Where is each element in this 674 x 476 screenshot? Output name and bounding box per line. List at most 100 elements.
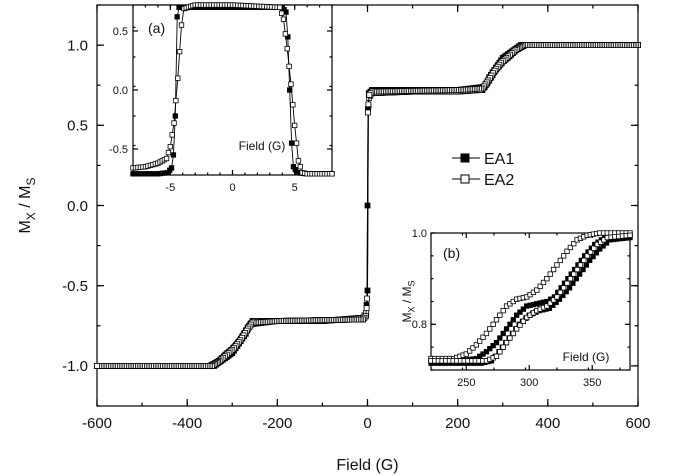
inset-a-point-ea2 bbox=[284, 46, 290, 52]
data-point-ea1 bbox=[364, 287, 371, 294]
x-tick-label: 5 bbox=[292, 182, 298, 194]
inset-b-point-ea1 bbox=[570, 280, 576, 286]
inset-b-point-ea1 bbox=[493, 339, 500, 346]
inset-b-point-ea2 bbox=[493, 317, 500, 323]
inset-a-point-ea1 bbox=[288, 140, 295, 146]
inset-b-point-ea2 bbox=[571, 241, 577, 247]
inset-a-point-ea2 bbox=[292, 122, 298, 129]
inset-b-point-ea2 bbox=[534, 287, 540, 293]
inset-b-point-ea2 bbox=[577, 262, 584, 268]
inset-b-point-ea2 bbox=[466, 348, 473, 354]
inset-a-point-ea2 bbox=[297, 164, 303, 170]
inset-a-point-ea2 bbox=[277, 4, 283, 11]
inset-a-point-ea2 bbox=[295, 158, 302, 164]
inset-b-point-ea2 bbox=[493, 353, 500, 359]
x-tick-label: 400 bbox=[535, 415, 560, 432]
data-point-ea2 bbox=[365, 109, 371, 116]
inset-b-plot: 250 300 350 0.8 1.0 (b) Field (G) MX / MS bbox=[400, 228, 633, 389]
inset-b-point-ea2 bbox=[507, 335, 513, 341]
inset-a-point-ea2 bbox=[175, 75, 181, 81]
inset-a-point-ea2 bbox=[165, 149, 172, 156]
inset-b-point-ea1 bbox=[573, 276, 579, 282]
inset-b-point-ea1 bbox=[583, 262, 589, 268]
inset-b-point-ea1 bbox=[513, 312, 520, 318]
x-tick-label: 350 bbox=[583, 377, 601, 389]
y-tick-label: 1.0 bbox=[67, 37, 88, 54]
y-tick-label: 0.8 bbox=[412, 319, 427, 331]
legend-label-ea2: EA2 bbox=[484, 172, 514, 189]
inset-b-point-ea2 bbox=[517, 322, 523, 328]
y-axis-label-part: X bbox=[407, 307, 417, 313]
inset-b-point-ea2 bbox=[463, 351, 469, 357]
inset-b-point-ea2 bbox=[561, 253, 567, 259]
inset-a-point-ea1 bbox=[283, 9, 289, 15]
data-point-ea2 bbox=[364, 295, 370, 302]
inset-a-point-ea2 bbox=[176, 48, 183, 55]
x-tick-label: -600 bbox=[82, 415, 112, 432]
y-axis-label-part: S bbox=[407, 280, 417, 286]
inset-a-point-ea1 bbox=[174, 14, 180, 20]
y-axis-label-part: M bbox=[17, 220, 34, 233]
inset-b-point-ea2 bbox=[473, 342, 479, 348]
inset-b-point-ea1 bbox=[520, 306, 527, 312]
inset-b-point-ea2 bbox=[510, 330, 516, 337]
inset-a-point-ea2 bbox=[282, 31, 289, 37]
inset-b-point-ea2 bbox=[480, 334, 486, 340]
inset-b-point-ea1 bbox=[483, 349, 490, 355]
inset-a-point-ea2 bbox=[286, 63, 292, 70]
y-axis-label-part: / M bbox=[400, 286, 414, 306]
inset-b-point-ea2 bbox=[537, 283, 543, 289]
inset-b-point-ea1 bbox=[497, 335, 503, 341]
main-plot: -600 -400 -200 0 200 400 600 -1.0 -0.5 0.0 0.5 1.0 F… bbox=[17, 4, 651, 474]
inset-b-point-ea2 bbox=[520, 318, 527, 324]
inset-b-point-ea2 bbox=[591, 245, 597, 251]
legend-marker-ea1 bbox=[460, 153, 470, 163]
inset-b-point-ea2 bbox=[503, 339, 510, 346]
inset-b-point-ea2 bbox=[567, 244, 574, 251]
inset-b-point-ea2 bbox=[490, 321, 496, 327]
inset-b-x-axis-label: Field (G) bbox=[563, 350, 610, 364]
inset-a-x-axis-label: Field (G) bbox=[239, 139, 286, 153]
inset-b-point-ea2 bbox=[500, 344, 506, 350]
inset-b-point-ea2 bbox=[561, 285, 567, 291]
legend-marker-ea2 bbox=[460, 174, 470, 184]
x-tick-label: 200 bbox=[445, 415, 470, 432]
inset-a-point-ea2 bbox=[288, 81, 294, 87]
inset-b-point-ea1 bbox=[490, 342, 496, 349]
data-point-ea2 bbox=[94, 362, 100, 369]
inset-a-panel-label: (a) bbox=[148, 20, 165, 36]
inset-b-point-ea1 bbox=[487, 346, 493, 352]
inset-b-point-ea2 bbox=[500, 307, 506, 314]
inset-a-point-ea2 bbox=[167, 144, 173, 150]
x-tick-label: -400 bbox=[172, 415, 202, 432]
inset-b-point-ea2 bbox=[544, 276, 550, 282]
inset-b-point-ea2 bbox=[513, 326, 520, 332]
inset-b-point-ea1 bbox=[566, 285, 573, 291]
inset-a-point-ea2 bbox=[280, 16, 287, 22]
inset-b-point-ea2 bbox=[587, 249, 594, 255]
inset-b-point-ea1 bbox=[580, 266, 586, 273]
inset-b-point-ea2 bbox=[547, 300, 553, 306]
y-tick-label: -0.5 bbox=[62, 278, 88, 295]
y-tick-label: 0.5 bbox=[67, 118, 88, 135]
inset-b-point-ea2 bbox=[564, 248, 570, 254]
inset-b-point-ea2 bbox=[550, 266, 557, 273]
inset-b-point-ea2 bbox=[544, 303, 550, 309]
y-tick-label: -1.0 bbox=[62, 358, 88, 375]
y-axis-label: MX / MS bbox=[400, 280, 417, 322]
inset-b-point-ea2 bbox=[554, 262, 560, 268]
y-tick-label: 0.0 bbox=[113, 85, 128, 97]
inset-b-point-ea1 bbox=[576, 271, 583, 277]
x-tick-label: 0 bbox=[229, 182, 235, 194]
x-tick-label: 300 bbox=[520, 377, 538, 389]
x-tick-label: 0 bbox=[363, 415, 371, 432]
inset-b-point-ea2 bbox=[550, 297, 557, 303]
inset-b-point-ea2 bbox=[487, 326, 493, 332]
inset-b-point-ea2 bbox=[554, 294, 560, 300]
x-axis-label: Field (G) bbox=[336, 457, 398, 474]
inset-a-point-ea2 bbox=[329, 171, 335, 177]
inset-b-point-ea2 bbox=[584, 253, 590, 259]
inset-b-panel-label: (b) bbox=[443, 245, 460, 261]
inset-b-point-ea2 bbox=[540, 279, 547, 286]
